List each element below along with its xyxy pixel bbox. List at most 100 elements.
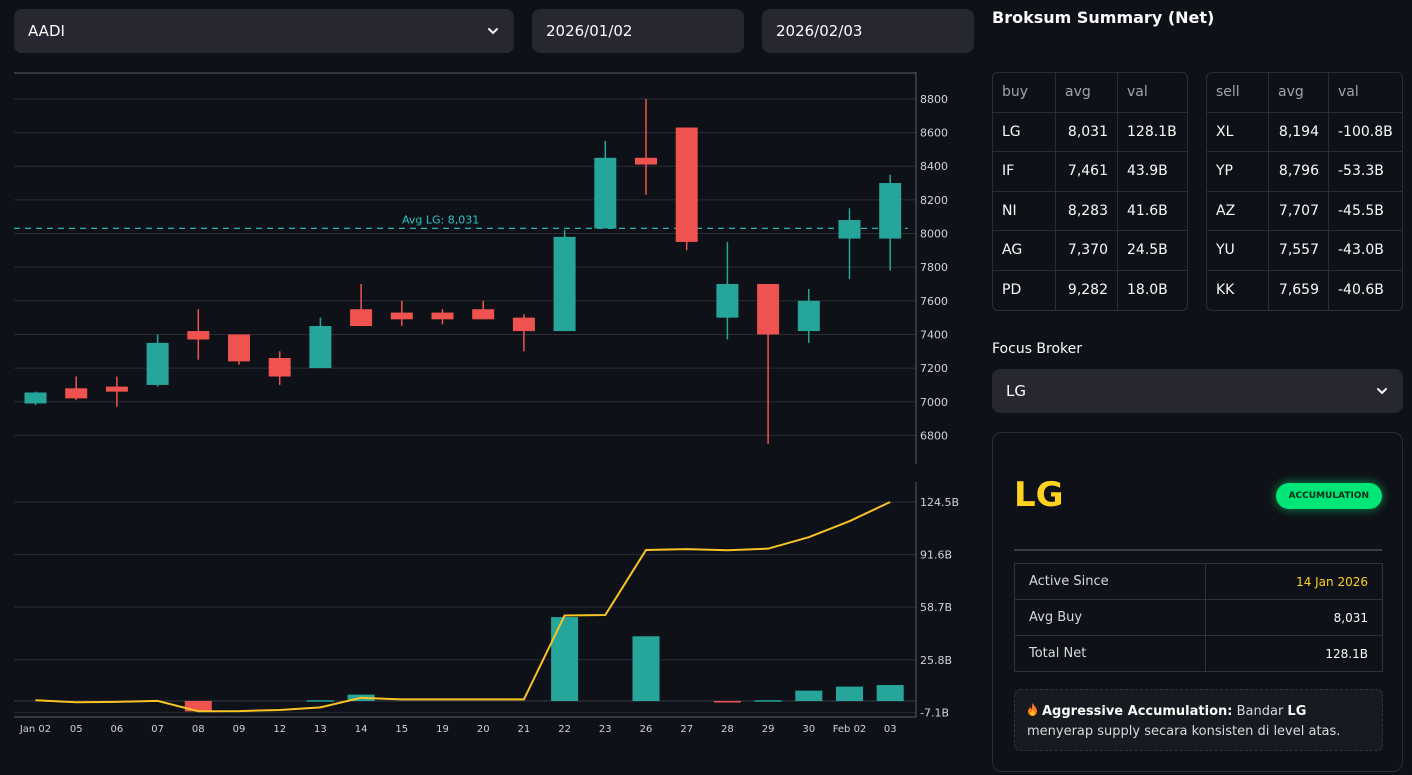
sell-cell-val: -45.5B bbox=[1329, 192, 1402, 231]
sell-cell-val: -53.3B bbox=[1329, 152, 1402, 192]
buy-cell-broker: PD bbox=[993, 270, 1056, 310]
sell-table: sell avg val XL 8,194 -100.8B YP 8,796 -53.3B… bbox=[1206, 72, 1403, 311]
x-tick-label: 27 bbox=[680, 724, 693, 735]
candle-body bbox=[390, 312, 413, 320]
sell-header-broker: sell bbox=[1207, 73, 1269, 113]
buy-cell-val: 24.5B bbox=[1118, 231, 1187, 271]
buy-cell-val: 43.9B bbox=[1118, 152, 1187, 192]
chart-svg[interactable]: 6800 7000 7200 7400 7600 7800 8000 8200 8400 8600… bbox=[14, 72, 974, 752]
sell-header-val: val bbox=[1329, 73, 1402, 113]
candle-body bbox=[838, 220, 861, 239]
info-label: Avg Buy bbox=[1014, 599, 1206, 636]
flow-tick-label: 91.6B bbox=[920, 549, 952, 562]
summary-title: Broksum Summary (Net) bbox=[992, 8, 1215, 27]
buy-header-val: val bbox=[1118, 73, 1187, 113]
x-tick-label: 23 bbox=[599, 724, 612, 735]
candle-body bbox=[146, 342, 169, 385]
price-tick-label: 7200 bbox=[920, 362, 948, 375]
x-tick-label: 03 bbox=[884, 724, 897, 735]
sell-cell-val: -100.8B bbox=[1329, 113, 1402, 152]
buy-table: buy avg val LG 8,031 128.1B IF 7,461 43.9B NI 8… bbox=[992, 72, 1188, 311]
avg-line-label: Avg LG: 8,031 bbox=[402, 213, 479, 226]
candle-body bbox=[594, 157, 617, 229]
x-tick-label: 07 bbox=[151, 724, 164, 735]
focus-broker-select[interactable]: LG bbox=[992, 369, 1403, 413]
ticker-select[interactable]: AADI bbox=[14, 9, 514, 53]
candle-body bbox=[350, 309, 373, 327]
x-tick-label: Jan 02 bbox=[19, 724, 51, 735]
candle-body bbox=[105, 386, 128, 392]
candle-body bbox=[797, 300, 820, 332]
sell-cell-avg: 7,707 bbox=[1269, 191, 1329, 231]
card-divider bbox=[1014, 549, 1382, 551]
info-label: Total Net bbox=[1014, 635, 1206, 672]
end-date-input[interactable]: 2026/02/03 bbox=[762, 9, 974, 53]
focus-broker-value: LG bbox=[1006, 382, 1026, 400]
candle-body bbox=[24, 392, 47, 404]
table-row: IF 7,461 43.9B bbox=[993, 152, 1187, 192]
x-tick-label: 19 bbox=[436, 724, 449, 735]
x-tick-label: 05 bbox=[70, 724, 83, 735]
info-value: 8,031 bbox=[1204, 599, 1384, 636]
x-tick-label: 28 bbox=[721, 724, 734, 735]
candle-body bbox=[512, 317, 535, 332]
candle-body bbox=[268, 358, 291, 377]
chart-area[interactable]: 6800 7000 7200 7400 7600 7800 8000 8200 8400 8600… bbox=[14, 72, 974, 752]
note-strong: Aggressive Accumulation: bbox=[1042, 704, 1233, 719]
candle-body bbox=[675, 127, 698, 242]
price-tick-label: 6800 bbox=[920, 429, 948, 442]
table-row: YU 7,557 -43.0B bbox=[1207, 231, 1402, 271]
table-row: Avg Buy 8,031 bbox=[1014, 599, 1384, 636]
ticker-select-value: AADI bbox=[28, 22, 65, 40]
flow-tick-label: 25.8B bbox=[920, 654, 952, 667]
x-tick-label: 13 bbox=[314, 724, 327, 735]
sell-cell-val: -40.6B bbox=[1338, 282, 1384, 299]
table-row: PD 9,282 18.0B bbox=[993, 270, 1187, 310]
note-broker: LG bbox=[1287, 704, 1307, 719]
table-row: NI 8,283 41.6B bbox=[993, 191, 1187, 231]
x-tick-label: Feb 02 bbox=[833, 724, 867, 735]
cumulative-line bbox=[35, 501, 891, 713]
table-row: LG 8,031 128.1B bbox=[993, 112, 1187, 152]
sell-cell-broker: YU bbox=[1207, 231, 1269, 271]
start-date-input[interactable]: 2026/01/02 bbox=[532, 9, 744, 53]
broker-info-table: Active Since 14 Jan 2026 Avg Buy 8,031 T… bbox=[1014, 563, 1384, 672]
x-tick-label: 26 bbox=[640, 724, 653, 735]
candle-body bbox=[472, 309, 495, 320]
status-badge: ACCUMULATION bbox=[1275, 483, 1382, 509]
flow-bar bbox=[632, 636, 660, 702]
end-date-value: 2026/02/03 bbox=[776, 22, 863, 40]
table-row: YP 8,796 -53.3B bbox=[1207, 152, 1402, 192]
price-tick-label: 8800 bbox=[920, 93, 948, 106]
candle-body bbox=[309, 326, 332, 369]
flow-bar bbox=[836, 686, 863, 702]
x-tick-label: 20 bbox=[477, 724, 490, 735]
sell-cell-avg: 8,194 bbox=[1269, 112, 1329, 152]
start-date-value: 2026/01/02 bbox=[546, 22, 633, 40]
candle-body bbox=[187, 331, 210, 340]
x-tick-label: 30 bbox=[802, 724, 815, 735]
note-post: menyerap supply secara konsisten di leve… bbox=[1027, 724, 1341, 739]
buy-cell-broker: NI bbox=[993, 191, 1056, 231]
sell-cell-broker: KK bbox=[1207, 270, 1269, 310]
x-tick-label: 29 bbox=[762, 724, 775, 735]
sell-cell-avg: 7,557 bbox=[1269, 231, 1329, 271]
buy-cell-avg: 8,031 bbox=[1056, 112, 1118, 152]
buy-cell-broker: LG bbox=[993, 112, 1056, 152]
buy-cell-val: 18.0B bbox=[1127, 282, 1168, 299]
x-tick-label: 14 bbox=[355, 724, 368, 735]
price-tick-label: 7800 bbox=[920, 261, 948, 274]
chevron-down-icon bbox=[488, 28, 498, 35]
price-tick-label: 7000 bbox=[920, 396, 948, 409]
x-tick-label: 09 bbox=[233, 724, 246, 735]
price-tick-label: 7400 bbox=[920, 328, 948, 341]
sell-cell-broker: XL bbox=[1207, 112, 1269, 152]
focus-broker-label: Focus Broker bbox=[992, 341, 1083, 357]
buy-cell-val: 128.1B bbox=[1118, 113, 1187, 152]
price-tick-label: 8000 bbox=[920, 228, 948, 241]
flow-bar bbox=[184, 701, 212, 712]
note-pre: Bandar bbox=[1232, 704, 1288, 719]
flow-tick-label: -7.1B bbox=[920, 706, 949, 719]
table-row: KK 7,659 -40.6B bbox=[1207, 270, 1402, 310]
price-tick-label: 8200 bbox=[920, 194, 948, 207]
